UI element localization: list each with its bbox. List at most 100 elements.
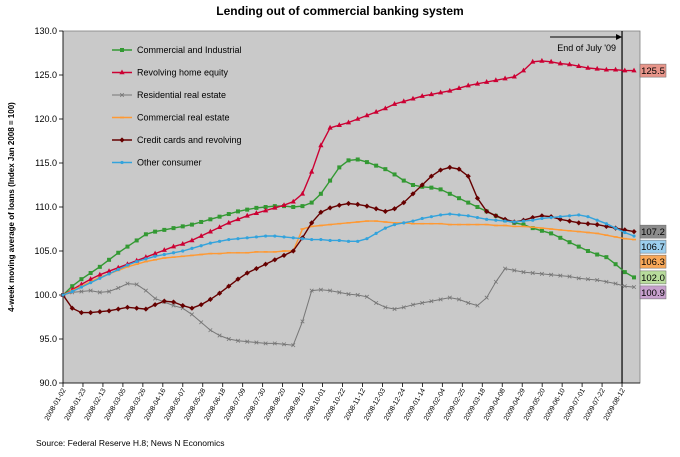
data-point [208,241,212,245]
data-point [401,200,407,206]
point-stroke [401,305,406,310]
data-point [309,168,315,174]
data-point [290,248,296,254]
data-point [69,305,75,311]
data-point [226,212,231,217]
data-point [253,210,260,215]
data-point [217,214,222,219]
point-stroke [337,290,342,295]
data-point [328,238,332,243]
data-point [98,276,102,280]
data-point [107,272,111,276]
data-point [170,243,177,249]
data-point [456,85,462,90]
end-label-box [639,224,667,239]
data-point [428,91,434,97]
point-stroke [493,279,498,284]
data-point [309,200,314,205]
data-point [171,303,176,308]
data-point [207,296,213,302]
data-point [272,341,277,346]
data-point [125,281,130,286]
data-point [125,266,130,268]
data-point [245,236,249,240]
data-point [392,306,397,312]
data-point [300,204,305,209]
data-point [254,251,259,253]
series-revolving-home-equity [60,57,637,297]
data-point [383,221,388,223]
data-point [567,274,572,279]
data-point [493,77,499,83]
point-stroke [539,271,544,276]
data-point [566,61,573,67]
y-tick-label: 130.0 [34,26,57,36]
data-point [336,202,342,208]
point-stroke [604,279,609,284]
legend-swatch-marker [119,92,125,98]
end-label-box [639,239,667,254]
data-point [392,172,397,177]
data-point [263,205,268,209]
data-point [613,226,618,230]
data-point [419,93,425,98]
data-point [521,222,526,227]
end-label: 102.0 [639,270,667,285]
data-point [217,239,222,243]
point-stroke [466,300,471,306]
data-point [364,203,370,209]
data-point [548,58,554,64]
series-residential-real-estate [60,266,637,348]
data-point [557,216,563,222]
data-point [576,276,581,281]
data-point [328,223,333,226]
data-point [310,237,314,242]
point-stroke [585,277,591,282]
data-point [97,309,103,315]
point-stroke [613,281,618,286]
data-point [355,292,360,298]
data-point [309,288,314,293]
point-stroke [549,272,554,277]
data-point [134,238,139,243]
data-point [475,303,480,308]
legend-label: Credit cards and revolving [137,135,242,145]
data-point [346,158,351,163]
data-point [623,230,627,235]
data-point [364,294,370,299]
data-point [161,298,167,304]
y-tick-label: 110.0 [35,202,57,212]
end-label-text: 102.0 [641,273,665,284]
data-point [448,212,452,216]
legend-label: Revolving home equity [137,68,229,78]
data-point [189,222,194,227]
data-point [263,251,268,253]
data-point [466,300,471,306]
data-point [235,209,240,214]
data-point [116,267,120,272]
data-point [365,237,369,241]
data-point [161,247,167,252]
data-point [346,292,351,297]
data-point [300,319,305,324]
data-point [226,283,232,289]
data-point [465,173,471,179]
point-stroke [631,284,637,290]
data-point [429,185,434,190]
data-point [401,178,406,183]
data-point [604,255,609,260]
data-point [337,165,342,170]
data-point [199,219,204,224]
legend-swatch-marker [120,116,124,119]
point-stroke [364,294,370,299]
data-point [245,251,250,254]
data-point [374,220,379,222]
data-point [549,228,554,230]
end-label-text: 125.5 [641,66,665,77]
data-point [474,195,481,201]
data-point [484,79,490,84]
data-point [199,244,203,248]
data-point [521,219,526,223]
y-tick-label: 120.0 [34,114,57,124]
point-stroke [374,300,379,306]
